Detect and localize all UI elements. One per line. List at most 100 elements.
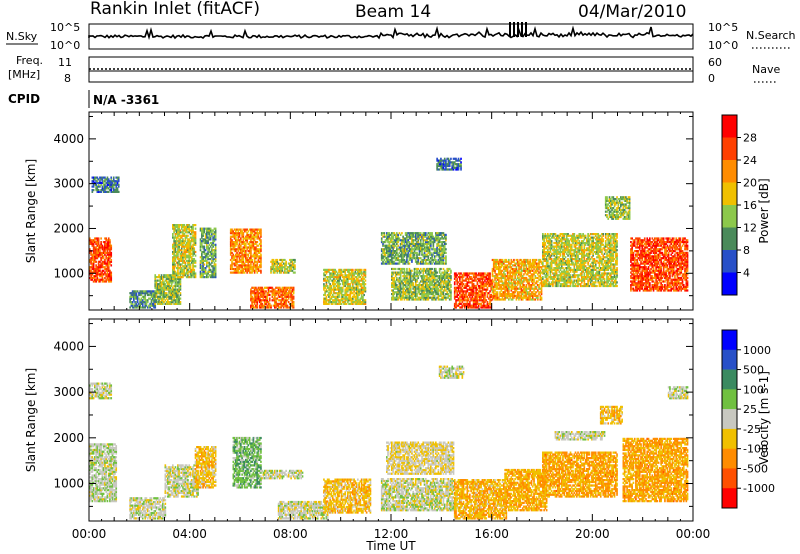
data-cell: [94, 181, 96, 185]
data-cell: [89, 269, 91, 272]
data-cell: [257, 258, 260, 262]
data-cell: [173, 259, 175, 262]
data-cell: [485, 288, 488, 291]
data-cell: [204, 238, 207, 241]
data-cell: [404, 260, 407, 263]
data-cell: [267, 293, 270, 297]
data-cell: [133, 295, 135, 298]
data-cell: [417, 244, 420, 247]
data-cell: [193, 250, 196, 254]
data-cell: [231, 248, 233, 251]
data-cell: [97, 190, 100, 193]
data-cell: [248, 271, 251, 274]
data-cell: [206, 261, 208, 264]
data-cell: [106, 241, 109, 244]
data-cell: [360, 295, 363, 298]
data-cell: [260, 288, 262, 291]
data-cell: [427, 248, 430, 251]
data-cell: [115, 180, 118, 183]
data-cell: [464, 286, 466, 289]
data-cell: [208, 243, 211, 246]
data-cell: [435, 233, 437, 236]
data-cell: [255, 292, 257, 295]
data-cell: [175, 290, 178, 293]
data-cell: [445, 248, 447, 251]
data-cell: [206, 254, 208, 257]
data-cell: [276, 304, 279, 307]
data-cell: [208, 274, 211, 277]
data-cell: [112, 183, 115, 186]
data-cell: [399, 275, 402, 278]
data-cell: [423, 298, 426, 301]
data-cell: [174, 295, 177, 298]
data-cell: [212, 233, 214, 236]
data-cell: [180, 259, 183, 262]
data-cell: [398, 285, 401, 288]
data-cell: [141, 292, 144, 295]
data-cell: [179, 236, 182, 239]
data-cell: [238, 248, 241, 251]
data-cell: [412, 287, 415, 290]
data-cell: [380, 262, 383, 265]
data-cell: [426, 284, 428, 287]
data-cell: [165, 274, 168, 277]
data-cell: [401, 239, 403, 242]
data-cell: [448, 273, 451, 276]
data-cell: [443, 275, 446, 278]
data-cell: [199, 274, 202, 277]
data-cell: [418, 244, 421, 247]
data-cell: [154, 295, 157, 298]
data-cell: [107, 242, 110, 245]
data-cell: [185, 256, 188, 259]
data-cell: [281, 266, 284, 269]
data-cell: [448, 159, 451, 162]
data-cell: [467, 304, 470, 307]
data-cell: [115, 190, 118, 193]
data-cell: [190, 274, 193, 277]
data-cell: [173, 231, 175, 234]
data-cell: [149, 293, 152, 297]
data-cell: [421, 285, 423, 288]
data-cell: [380, 232, 383, 235]
data-cell: [267, 301, 270, 304]
data-cell: [214, 238, 217, 241]
data-cell: [398, 232, 401, 235]
data-cell: [94, 276, 96, 280]
data-cell: [177, 254, 179, 257]
data-cell: [438, 262, 441, 265]
data-cell: [425, 275, 427, 278]
data-cell: [206, 234, 208, 237]
data-cell: [182, 276, 184, 279]
data-cell: [285, 304, 287, 307]
data-cell: [422, 248, 425, 251]
data-cell: [182, 274, 184, 277]
data-cell: [235, 250, 237, 253]
data-cell: [201, 243, 203, 246]
data-cell: [364, 288, 367, 291]
data-cell: [409, 275, 412, 278]
data-cell: [206, 241, 208, 245]
data-cell: [94, 253, 96, 256]
data-cell: [484, 299, 486, 302]
data-cell: [158, 290, 160, 293]
data-cell: [440, 253, 442, 256]
data-cell: [158, 295, 160, 298]
data-cell: [397, 253, 399, 256]
data-cell: [172, 295, 174, 298]
data-cell: [179, 276, 182, 279]
data-cell: [426, 282, 428, 285]
data-cell: [179, 267, 182, 270]
data-cell: [432, 258, 435, 262]
data-cell: [91, 257, 94, 260]
data-cell: [206, 227, 208, 230]
data-cell: [359, 272, 362, 275]
data-cell: [422, 280, 425, 283]
data-cell: [440, 232, 442, 235]
data-cell: [324, 277, 326, 280]
data-cell: [292, 271, 295, 274]
data-cell: [272, 297, 275, 300]
data-cell: [460, 164, 462, 168]
data-cell: [403, 275, 406, 278]
data-cell: [443, 296, 446, 299]
data-cell: [334, 295, 337, 298]
